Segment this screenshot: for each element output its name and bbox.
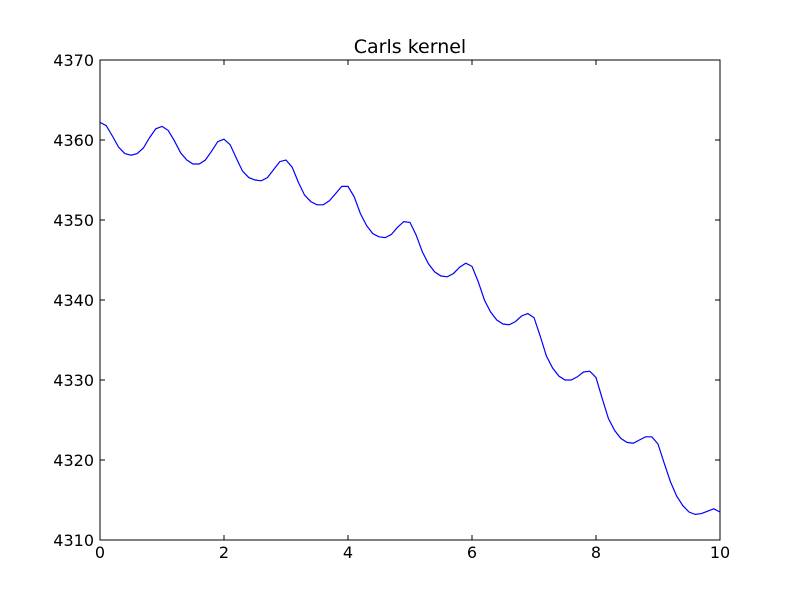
x-tick-label: 2 xyxy=(219,543,229,562)
x-tick-label: 0 xyxy=(95,543,105,562)
x-tick-label: 8 xyxy=(591,543,601,562)
x-tick-label: 6 xyxy=(467,543,477,562)
y-tick-label: 4310 xyxy=(53,531,94,550)
y-tick-label: 4330 xyxy=(53,371,94,390)
x-tick-label: 4 xyxy=(343,543,353,562)
y-tick-label: 4360 xyxy=(53,131,94,150)
x-tick-label: 10 xyxy=(710,543,730,562)
y-tick-label: 4370 xyxy=(53,51,94,70)
series-line-0 xyxy=(99,121,721,516)
axes-frame xyxy=(99,59,721,541)
y-tick-label: 4350 xyxy=(53,211,94,230)
y-tick-label: 4340 xyxy=(53,291,94,310)
y-tick-label: 4320 xyxy=(53,451,94,470)
chart-title: Carls kernel xyxy=(354,36,466,58)
plot-area: 0 2 4 6 8 10 4310 4320 4330 4340 4350 4360 4370 xyxy=(53,51,730,562)
